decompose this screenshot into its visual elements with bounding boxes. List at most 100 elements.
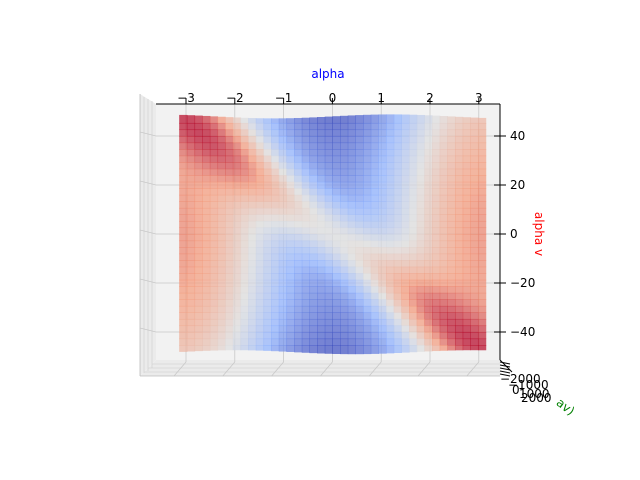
surface-cell	[248, 142, 257, 150]
surface-cell	[416, 305, 425, 313]
surface-cell	[454, 247, 464, 255]
surface-cell	[370, 253, 379, 261]
surface-cell	[393, 149, 402, 157]
surface-cell	[432, 240, 441, 248]
surface-cell	[447, 286, 456, 294]
surface-cell	[439, 168, 448, 176]
surface-cell	[454, 279, 464, 287]
surface-cell	[462, 155, 471, 163]
surface-cell	[286, 286, 295, 294]
surface-cell	[186, 175, 196, 183]
surface-cell	[179, 234, 188, 242]
surface-cell	[454, 201, 464, 209]
surface-cell	[248, 234, 257, 242]
surface-cell	[401, 305, 410, 313]
surface-cell	[409, 325, 418, 333]
surface-cell	[416, 201, 425, 209]
surface-cell	[462, 312, 471, 320]
surface-cell	[386, 286, 395, 294]
surface-cell	[301, 345, 311, 353]
surface-cell	[202, 142, 211, 150]
surface-cell	[324, 292, 333, 300]
surface-cell	[470, 194, 479, 202]
surface-cell	[347, 240, 356, 248]
surface-cell	[186, 273, 196, 281]
surface-cell	[225, 325, 234, 333]
surface-cell	[432, 129, 441, 137]
surface-cell	[240, 299, 249, 307]
surface-cell	[439, 181, 448, 189]
surface-cell	[278, 292, 288, 300]
surface-cell	[202, 181, 211, 189]
surface-cell	[217, 260, 226, 268]
surface-cell	[179, 299, 188, 307]
surface-cell	[225, 168, 234, 176]
surface-cell	[363, 286, 372, 294]
surface-cell	[347, 181, 356, 189]
surface-cell	[477, 260, 487, 268]
surface-cell	[248, 201, 257, 209]
surface-cell	[194, 122, 203, 131]
surface-cell	[363, 299, 372, 307]
surface-cell	[347, 168, 356, 176]
surface-cell	[416, 114, 425, 124]
surface-cell	[340, 266, 349, 274]
surface-cell	[186, 260, 196, 268]
surface-cell	[386, 168, 395, 176]
surface-cell	[332, 247, 341, 255]
surface-cell	[386, 194, 395, 202]
surface-cell	[393, 129, 402, 137]
surface-cell	[439, 338, 448, 346]
surface-cell	[240, 220, 249, 229]
surface-cell	[477, 325, 487, 333]
surface-cell	[317, 142, 326, 150]
surface-cell	[355, 318, 364, 327]
surface-cell	[470, 220, 479, 229]
surface-cell	[202, 175, 211, 183]
surface-cell	[294, 305, 303, 313]
surface-cell	[225, 273, 234, 281]
surface-cell	[378, 338, 387, 346]
surface-cell	[393, 332, 402, 340]
surface-cell	[217, 266, 226, 274]
surface-cell	[432, 207, 441, 215]
surface-cell	[332, 266, 341, 274]
surface-cell	[363, 168, 372, 176]
surface-cell	[470, 299, 479, 307]
surface-cell	[355, 234, 364, 242]
surface-cell	[477, 162, 487, 170]
surface-cell	[454, 214, 464, 222]
surface-cell	[255, 136, 265, 144]
surface-cell	[470, 188, 479, 196]
surface-cell	[355, 227, 364, 235]
surface-cell	[263, 325, 272, 333]
surface-cell	[248, 266, 257, 274]
surface-cell	[278, 194, 288, 202]
surface-cell	[225, 201, 234, 209]
surface-cell	[470, 162, 479, 170]
surface-cell	[332, 168, 341, 176]
surface-cell	[225, 136, 234, 144]
surface-cell	[232, 188, 242, 196]
surface-cell	[386, 136, 395, 144]
surface-cell	[209, 194, 219, 202]
surface-cell	[470, 155, 479, 163]
surface-cell	[370, 181, 379, 189]
surface-cell	[324, 142, 333, 150]
surface-cell	[332, 325, 341, 333]
surface-cell	[255, 266, 265, 274]
surface-cell	[286, 129, 295, 137]
surface-cell	[248, 129, 257, 137]
surface-cell	[240, 201, 249, 209]
surface-cell	[179, 114, 188, 124]
surface-cell	[263, 149, 272, 157]
surface-cell	[409, 168, 418, 176]
surface-cell	[278, 227, 288, 235]
z-tick-label: 0	[512, 383, 520, 397]
grid-line-x-floor	[271, 361, 284, 377]
surface-cell	[409, 122, 418, 131]
surface-cell	[186, 279, 196, 287]
surface-cell	[255, 149, 265, 157]
surface-cell	[317, 181, 326, 189]
surface-cell	[240, 338, 249, 346]
